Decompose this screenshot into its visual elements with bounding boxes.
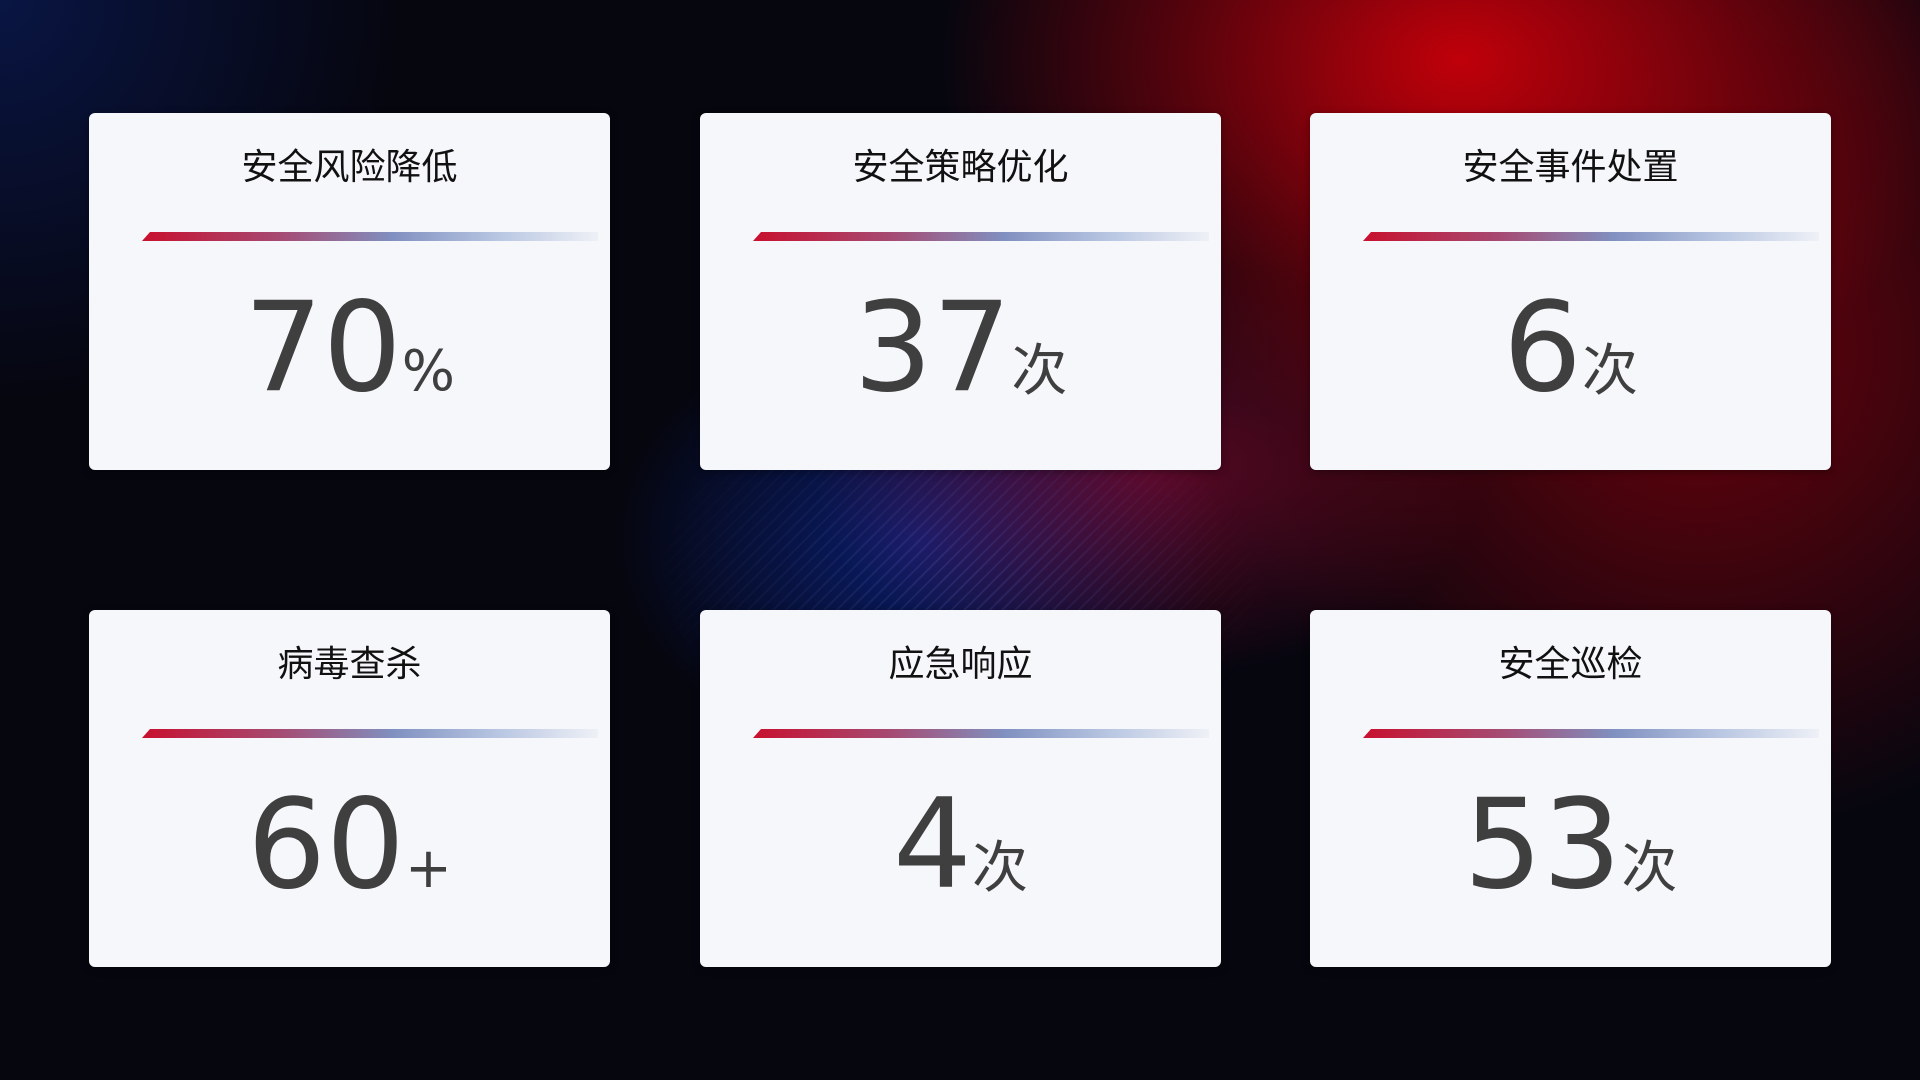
card-title: 应急响应	[888, 644, 1033, 685]
value-number: 53	[1463, 773, 1622, 917]
stat-card-incident-handling: 安全事件处置 6次	[1310, 113, 1831, 470]
stat-card-security-inspection: 安全巡检 53次	[1310, 610, 1831, 967]
card-divider	[142, 729, 598, 738]
card-value: 6次	[1310, 278, 1831, 418]
value-number: 6	[1503, 276, 1582, 420]
value-unit: +	[404, 836, 452, 901]
card-title: 安全事件处置	[1462, 147, 1679, 188]
stat-card-emergency-response: 应急响应 4次	[700, 610, 1221, 967]
card-value: 70%	[89, 278, 610, 418]
stat-card-virus-removal: 病毒查杀 60+	[89, 610, 610, 967]
value-unit: 次	[1581, 339, 1638, 404]
card-divider	[142, 232, 598, 241]
card-value: 53次	[1310, 775, 1831, 915]
card-value: 60+	[89, 775, 610, 915]
value-number: 37	[853, 276, 1012, 420]
card-title: 安全策略优化	[852, 147, 1069, 188]
card-divider	[1363, 729, 1819, 738]
value-unit: 次	[1621, 836, 1678, 901]
card-divider	[1363, 232, 1819, 241]
card-divider	[753, 729, 1209, 738]
value-number: 70	[243, 276, 402, 420]
card-title: 安全风险降低	[241, 147, 458, 188]
stat-card-risk-reduction: 安全风险降低 70%	[89, 113, 610, 470]
card-divider	[753, 232, 1209, 241]
value-unit: 次	[1011, 339, 1068, 404]
stat-card-policy-optimization: 安全策略优化 37次	[700, 113, 1221, 470]
value-unit: %	[401, 339, 455, 404]
value-number: 4	[893, 773, 972, 917]
card-title: 安全巡检	[1498, 644, 1643, 685]
value-unit: 次	[971, 836, 1028, 901]
card-value: 37次	[700, 278, 1221, 418]
value-number: 60	[247, 773, 405, 917]
card-title: 病毒查杀	[277, 644, 422, 685]
card-value: 4次	[700, 775, 1221, 915]
